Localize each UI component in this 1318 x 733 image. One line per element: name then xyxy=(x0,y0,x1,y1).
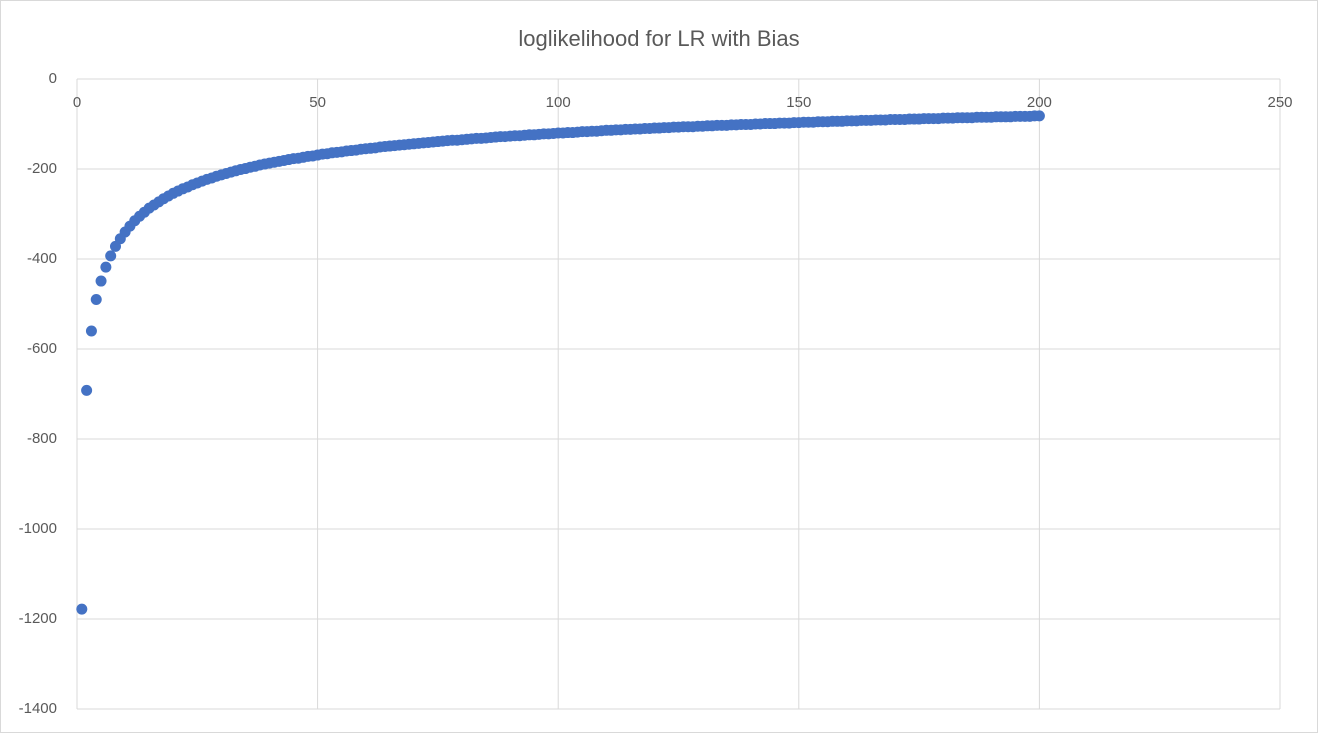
data-point xyxy=(90,294,102,305)
y-tick-label: -1200 xyxy=(19,610,57,627)
y-tick-label: -200 xyxy=(27,160,57,177)
data-point xyxy=(85,325,97,337)
x-tick-label: 150 xyxy=(786,94,811,111)
y-tick-label: -1400 xyxy=(19,700,57,717)
y-tick-label: -400 xyxy=(27,250,57,267)
y-tick-label: -1000 xyxy=(19,520,57,537)
y-tick-label: -800 xyxy=(27,430,57,447)
x-tick-label: 0 xyxy=(73,94,81,111)
x-tick-label: 200 xyxy=(1027,94,1052,111)
data-point xyxy=(100,261,112,273)
data-point xyxy=(105,250,117,262)
y-tick-label: -600 xyxy=(27,340,57,357)
data-point xyxy=(81,384,93,396)
y-tick-label: 0 xyxy=(49,70,57,87)
x-tick-label: 250 xyxy=(1267,94,1292,111)
data-point xyxy=(1033,110,1045,122)
data-point xyxy=(95,275,107,287)
x-tick-label: 50 xyxy=(309,94,326,111)
data-point xyxy=(76,603,88,615)
x-tick-label: 100 xyxy=(546,94,571,111)
chart-title: loglikelihood for LR with Bias xyxy=(518,26,799,51)
